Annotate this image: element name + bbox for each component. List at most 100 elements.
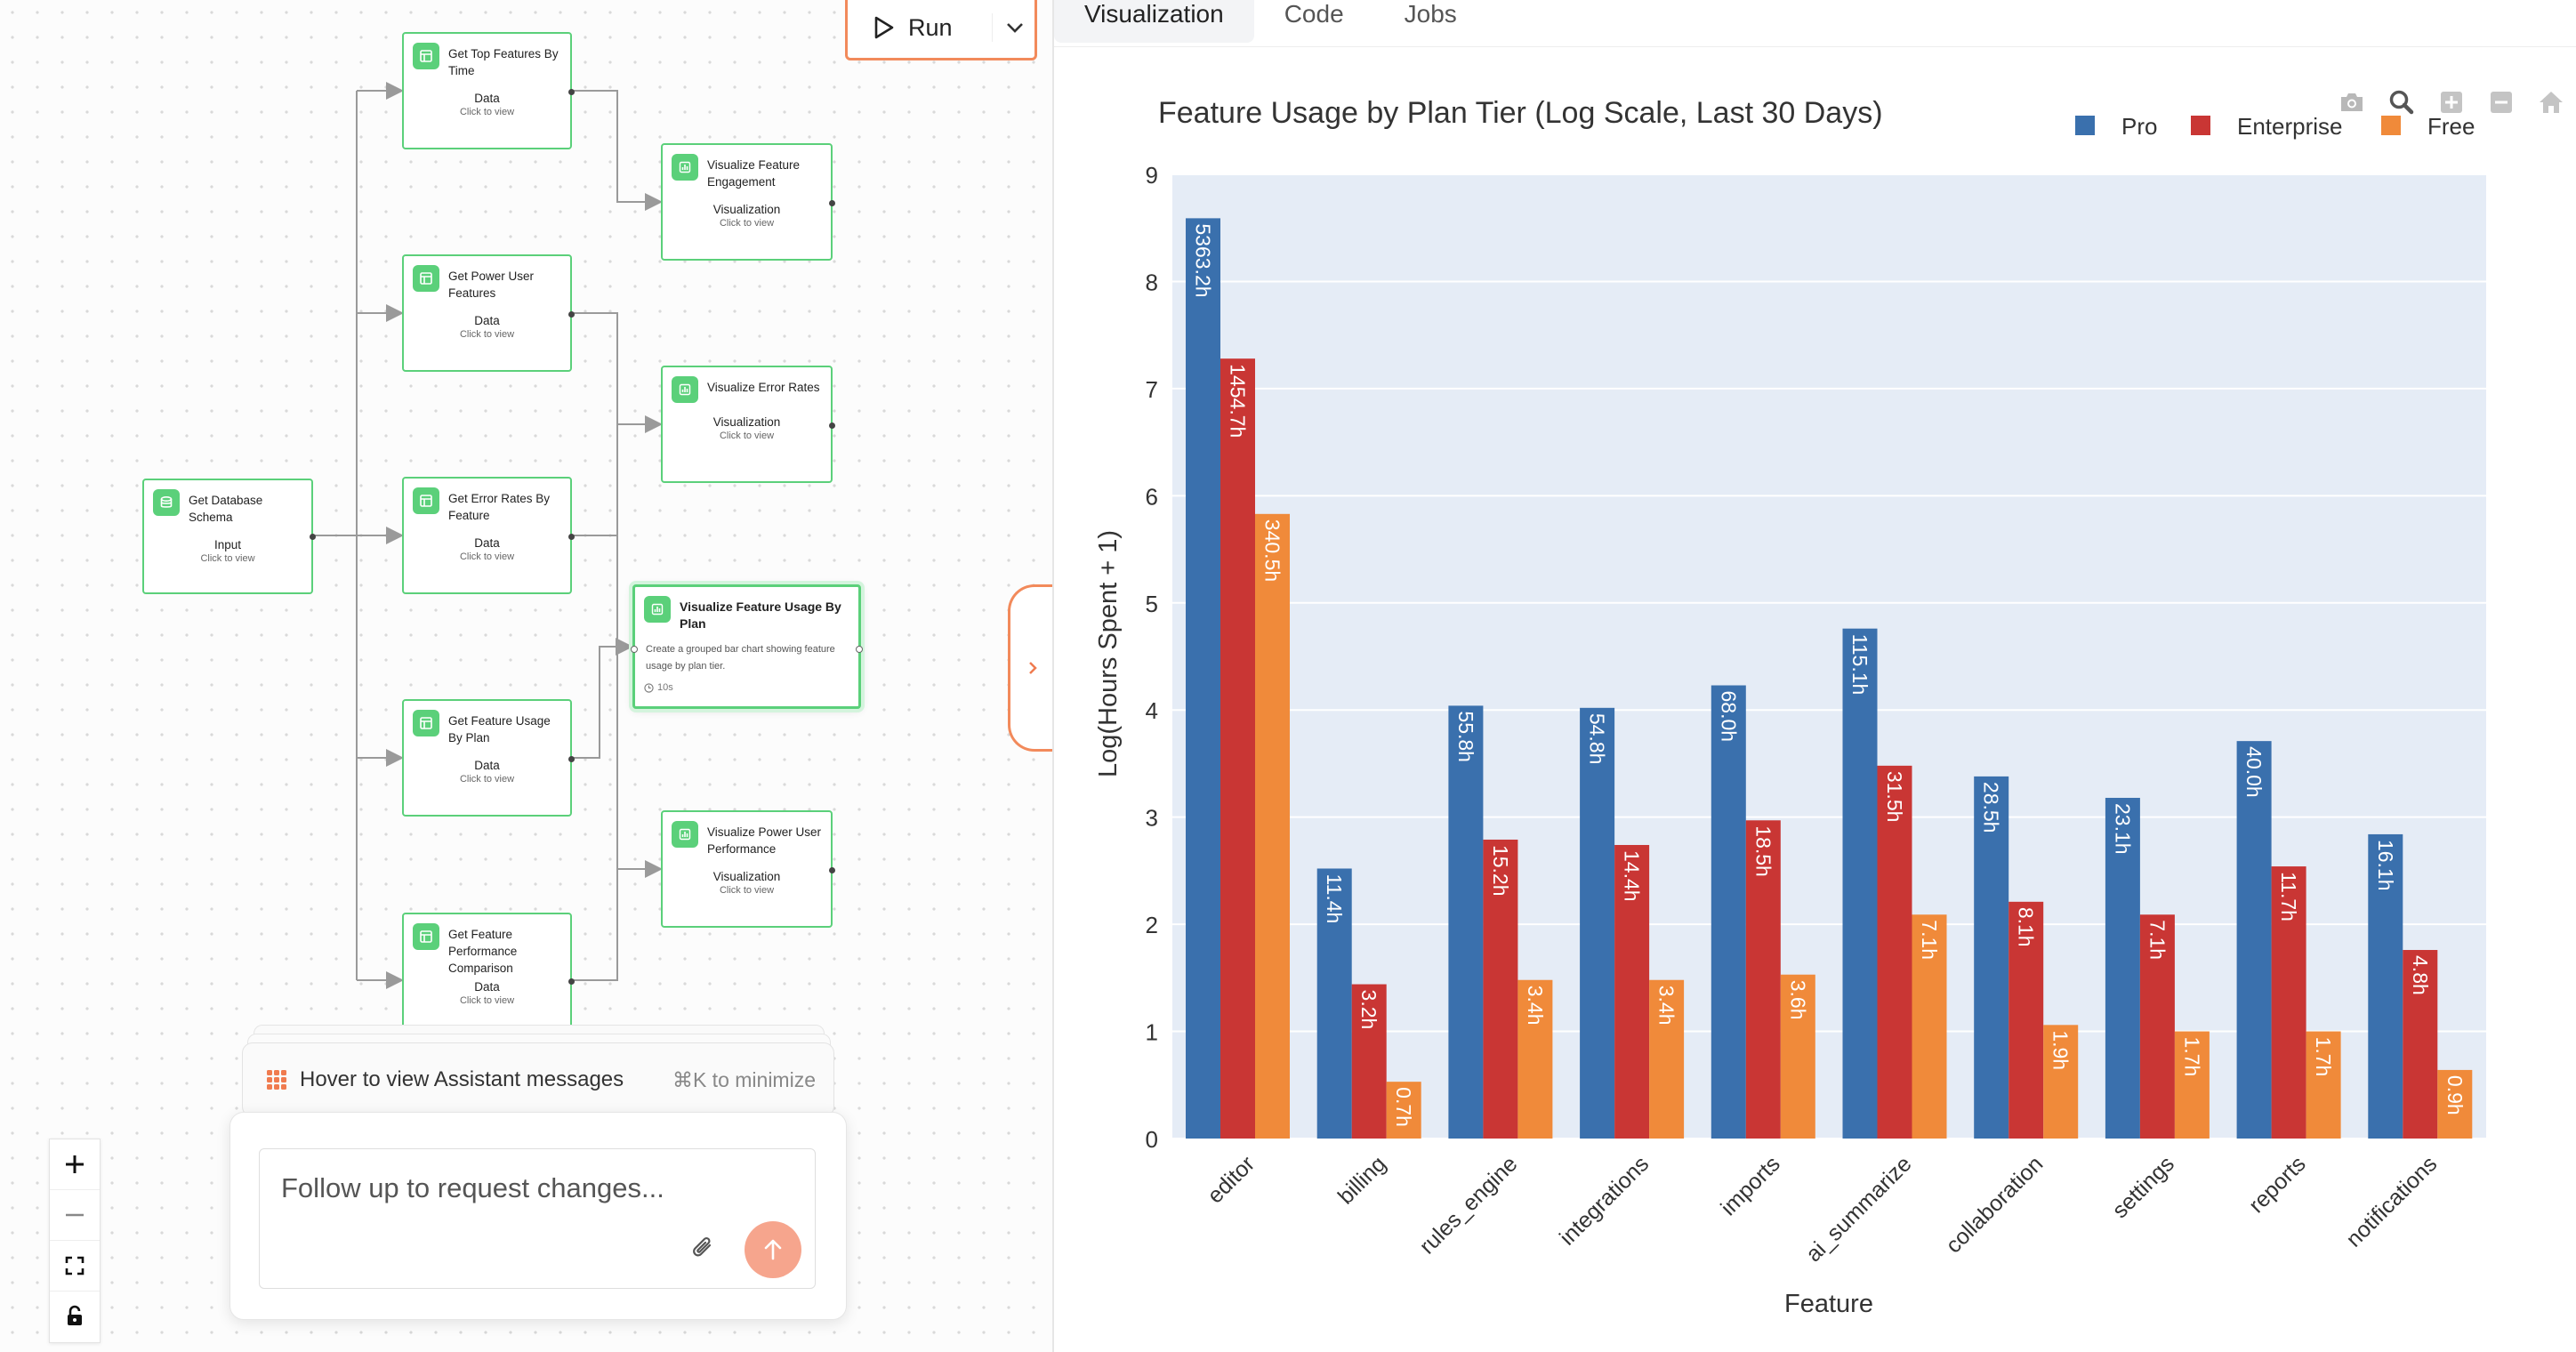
- bar-free-collaboration[interactable]: [2043, 1025, 2079, 1139]
- output-port[interactable]: [568, 89, 575, 95]
- bar-enterprise-notifications[interactable]: [2403, 950, 2438, 1139]
- bar-pro-rules_engine[interactable]: [1448, 705, 1484, 1139]
- bar-free-imports[interactable]: [1780, 974, 1815, 1139]
- bar-free-integrations[interactable]: [1649, 979, 1685, 1139]
- tab-visualization[interactable]: Visualization: [1054, 0, 1254, 43]
- output-port[interactable]: [829, 200, 835, 206]
- x-tick-label: collaboration: [1941, 1151, 2048, 1258]
- bar-enterprise-collaboration[interactable]: [2008, 901, 2044, 1139]
- output-port[interactable]: [568, 978, 575, 985]
- bar-free-reports[interactable]: [2306, 1031, 2341, 1139]
- node-visualize-feature-engagement[interactable]: Visualize Feature Engagement Visualizati…: [661, 143, 835, 261]
- bar-value-label: 28.5h: [1980, 782, 2003, 833]
- node-hint: Click to view: [719, 431, 775, 441]
- legend-item[interactable]: Pro: [2121, 113, 2157, 140]
- bar-value-label: 1.7h: [2180, 1037, 2203, 1077]
- output-port[interactable]: [310, 534, 316, 540]
- legend-swatch: [2381, 116, 2401, 135]
- bar-enterprise-rules_engine[interactable]: [1483, 839, 1518, 1139]
- bar-free-billing[interactable]: [1386, 1082, 1421, 1139]
- bar-pro-ai_summarize[interactable]: [1842, 628, 1878, 1139]
- output-port[interactable]: [829, 867, 835, 873]
- bar-pro-imports[interactable]: [1711, 685, 1746, 1139]
- table-icon: [413, 265, 439, 292]
- legend-item[interactable]: Free: [2427, 113, 2475, 140]
- bar-enterprise-reports[interactable]: [2271, 866, 2306, 1139]
- bar-value-label: 1454.7h: [1227, 364, 1250, 438]
- table-icon: [413, 43, 439, 69]
- panel-divider[interactable]: [1052, 0, 1054, 1352]
- bar-free-editor[interactable]: [1255, 513, 1290, 1139]
- node-get-power-user-features[interactable]: Get Power User Features Data Click to vi…: [402, 254, 575, 372]
- legend-item[interactable]: Enterprise: [2237, 113, 2343, 140]
- bar-free-notifications[interactable]: [2437, 1069, 2473, 1139]
- bar-pro-integrations[interactable]: [1580, 707, 1615, 1139]
- tab-code[interactable]: Code: [1284, 0, 1344, 28]
- x-tick-label: integrations: [1555, 1151, 1654, 1250]
- attach-button[interactable]: [686, 1230, 721, 1266]
- bar-free-ai_summarize[interactable]: [1912, 914, 1947, 1139]
- bar-pro-billing[interactable]: [1316, 868, 1352, 1139]
- tab-jobs[interactable]: Jobs: [1404, 0, 1457, 28]
- bar-value-label: 5363.2h: [1192, 223, 1215, 297]
- fit-view-button[interactable]: [50, 1241, 100, 1292]
- node-get-database-schema[interactable]: Get Database Schema Input Click to view: [142, 479, 316, 594]
- bar-pro-settings[interactable]: [2105, 797, 2140, 1139]
- bar-pro-reports[interactable]: [2236, 741, 2272, 1139]
- bar-enterprise-imports[interactable]: [1745, 820, 1781, 1139]
- bar-pro-editor[interactable]: [1186, 218, 1220, 1139]
- node-title: Visualize Error Rates: [707, 381, 820, 394]
- bar-chart-icon: [672, 821, 698, 848]
- node-get-feature-performance-comparison[interactable]: Get Feature Performance Comparison Data …: [402, 913, 575, 1030]
- bar-chart-icon: [644, 596, 671, 623]
- reset-axes-button[interactable]: [2534, 85, 2568, 119]
- download-png-button[interactable]: [2335, 85, 2369, 119]
- chevron-down-icon[interactable]: [1005, 21, 1025, 34]
- bar-value-label: 1.9h: [2049, 1030, 2073, 1070]
- lock-button[interactable]: [50, 1292, 100, 1341]
- zoom-button[interactable]: [2385, 85, 2419, 119]
- node-visualize-error-rates[interactable]: Visualize Error Rates Visualization Clic…: [661, 366, 835, 483]
- node-type: Input: [213, 538, 242, 551]
- bar-pro-collaboration[interactable]: [1974, 776, 2009, 1139]
- camera-icon: [2341, 93, 2363, 111]
- fit-view-icon: [65, 1256, 85, 1276]
- assistant-messages-bar[interactable]: Hover to view Assistant messages ⌘K to m…: [242, 1042, 834, 1117]
- followup-input[interactable]: [259, 1148, 816, 1289]
- send-button[interactable]: [745, 1221, 801, 1278]
- output-port[interactable]: [568, 534, 575, 540]
- legend-swatch: [2075, 116, 2095, 135]
- node-get-error-rates-by-feature[interactable]: Get Error Rates By Feature Data Click to…: [402, 477, 575, 594]
- bar-enterprise-ai_summarize[interactable]: [1877, 765, 1912, 1139]
- run-button[interactable]: Run: [845, 0, 1037, 60]
- bar-free-settings[interactable]: [2174, 1031, 2210, 1139]
- bar-value-label: 3.6h: [1786, 980, 1809, 1020]
- output-port[interactable]: [568, 756, 575, 762]
- bar-enterprise-editor[interactable]: [1220, 358, 1255, 1139]
- node-get-top-features-by-time[interactable]: Get Top Features By Time Data Click to v…: [402, 32, 575, 149]
- bar-enterprise-billing[interactable]: [1351, 984, 1387, 1139]
- output-port[interactable]: [856, 646, 863, 653]
- node-visualize-feature-usage-by-plan[interactable]: Visualize Feature Usage By Plan Create a…: [631, 584, 863, 709]
- bar-chart-icon: [672, 376, 698, 403]
- zoom-out-chart-button[interactable]: [2484, 85, 2518, 119]
- x-tick-label: reports: [2244, 1151, 2311, 1218]
- node-hint: Click to view: [459, 995, 515, 1006]
- node-get-feature-usage-by-plan[interactable]: Get Feature Usage By Plan Data Click to …: [402, 699, 575, 817]
- output-port[interactable]: [568, 311, 575, 318]
- bar-enterprise-settings[interactable]: [2139, 914, 2175, 1139]
- output-port[interactable]: [829, 422, 835, 429]
- bar-enterprise-integrations[interactable]: [1614, 844, 1650, 1139]
- node-type: Visualization: [712, 415, 781, 429]
- node-visualize-power-user-performance[interactable]: Visualize Power User Performance Visuali…: [661, 810, 835, 928]
- zoom-out-button[interactable]: [50, 1190, 100, 1241]
- workflow-canvas[interactable]: Get Database Schema Input Click to view …: [0, 0, 1052, 1352]
- bar-free-rules_engine[interactable]: [1517, 979, 1553, 1139]
- zoom-in-chart-button[interactable]: [2435, 85, 2468, 119]
- minimize-shortcut: ⌘K to minimize: [672, 1067, 816, 1091]
- panel-toggle-button[interactable]: [1008, 584, 1052, 752]
- input-port[interactable]: [631, 646, 638, 653]
- zoom-in-button[interactable]: [50, 1139, 100, 1190]
- paperclip-icon: [693, 1236, 712, 1257]
- bar-pro-notifications[interactable]: [2368, 833, 2403, 1139]
